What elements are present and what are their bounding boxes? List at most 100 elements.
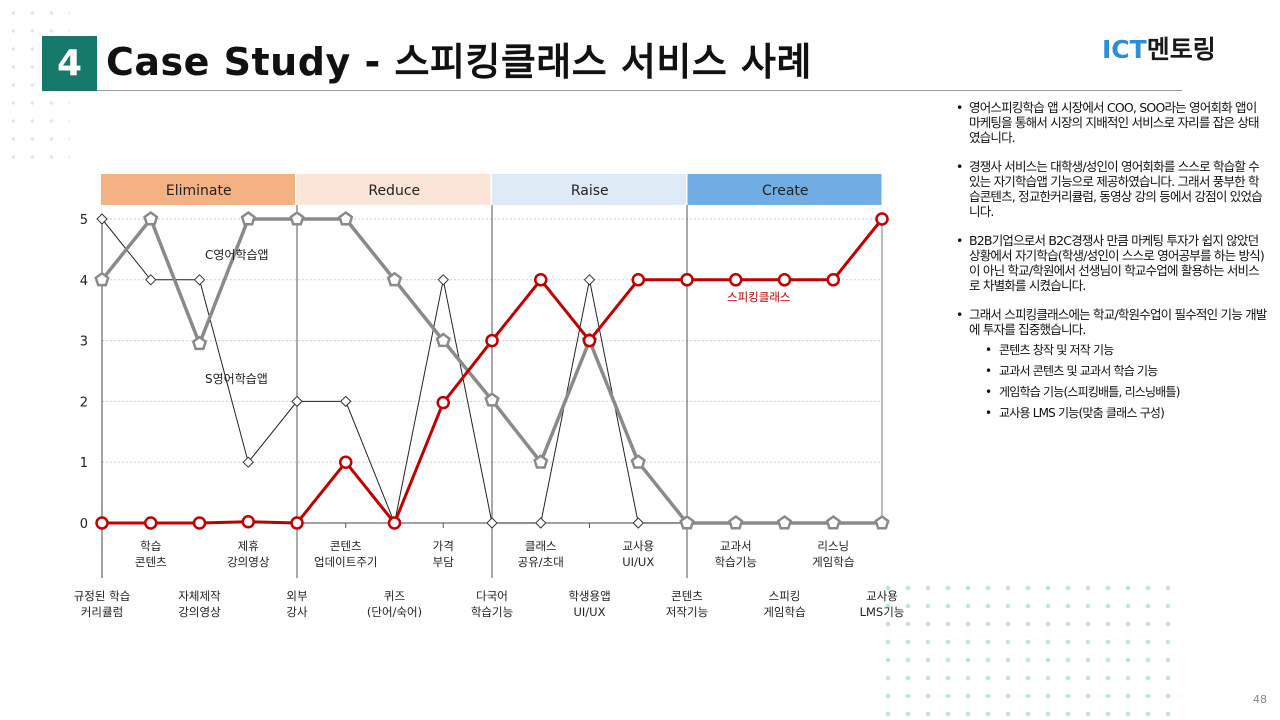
page-title: Case Study - 스피킹클래스 서비스 사례 [106,40,812,84]
x-category-label-line: 콘텐츠 [671,589,703,603]
note-item: 그래서 스피킹클래스에는 학교/학원수업이 필수적인 기능 개발에 투자를 집중… [955,307,1267,421]
ict-mentoring-logo: ICT멘토링 [1102,30,1216,66]
x-category-label-line: 콘텐츠 [135,555,167,569]
speakingclass-series-point [826,273,840,287]
speakingclass-series-point [95,516,109,530]
note-subitem: 게임학습 기능(스피킹배틀, 리스닝배틀) [969,385,1267,400]
speakingclass-series-point [777,273,792,287]
y-tick-label: 3 [80,335,88,350]
speakingclass-series-point [144,516,158,530]
speakingclass-series-point [582,333,597,348]
x-category-label-line: 교사용 [622,539,654,553]
x-category-label: 리스닝 게임학습 [812,539,854,569]
x-category-label-line: 학생용앱 [568,589,610,603]
c-series-point [630,454,646,469]
x-category-label-line: UI/UX [622,555,654,569]
phase-label: Create [762,183,809,199]
s-series-point [632,517,644,529]
s-series-point [437,274,449,286]
s-series-point [535,517,547,529]
phase-bar [492,174,686,205]
note-subitem: 콘텐츠 창작 및 저작 기능 [969,343,1267,358]
x-category-label-line: 자체제작 [178,589,221,603]
x-category-label-line: 스피킹 [769,589,801,603]
s-series-point [486,517,498,529]
x-category-label: 다국어 학습기능 [471,589,513,619]
series-label-speakingclass: 스피킹클래스 [727,290,790,304]
y-tick-label: 2 [80,395,88,410]
y-tick-label: 0 [80,517,88,532]
c-series-point [874,514,890,530]
x-category-label-line: 학습기능 [471,605,513,619]
speakingclass-series-point [729,273,743,287]
x-category-label-line: 업데이트주기 [314,555,377,569]
x-category-label-line: UI/UX [574,605,606,619]
x-category-label-line: LMS기능 [860,605,905,619]
c-series-point [191,335,208,351]
s-series-point [96,213,108,225]
x-category-label-line: 부담 [433,555,455,569]
c-series-point [484,392,500,407]
title-divider [97,90,1182,91]
c-series-point [143,210,159,226]
x-category-label-line: 교과서 [720,539,752,553]
c-series-point [435,332,451,348]
c-series-point [289,210,305,226]
speakingclass-series-point [192,516,207,530]
x-category-label-line: 강사 [286,605,308,619]
s-series-point [193,274,206,286]
s-series-point [291,395,303,408]
c-series-point [728,514,744,530]
speakingclass-series-point [339,455,353,469]
x-category-label-line: 커리큘럼 [81,605,123,619]
c-series-point [338,210,354,226]
c-series-point [776,514,793,530]
speakingclass-series-point [436,395,450,410]
phase-bar [296,174,491,205]
note-subitem: 교과서 콘텐츠 및 교과서 학습 기능 [969,364,1267,379]
note-subitem: 교사용 LMS 기능(맞춤 클래스 구성) [969,406,1267,421]
x-category-label: 학습 콘텐츠 [135,539,167,569]
s-series-point [340,395,352,408]
note-text: 영어스피킹학습 앱 시장에서 COO, SOO라는 영어회화 앱이 마케팅을 통… [969,100,1260,145]
logo-mentoring-text: 멘토링 [1146,35,1216,64]
logo-ict-text: ICT [1102,35,1147,64]
x-category-label: 교사용 LMS기능 [860,589,905,619]
x-category-label: 퀴즈 (단어/숙어) [367,589,422,619]
x-category-label-line: 강의영상 [227,555,270,569]
y-tick-label: 4 [80,274,88,289]
x-category-label-line: 저작기능 [666,605,708,619]
section-number-badge: 4 [42,36,97,91]
c-series-point [94,271,110,287]
note-item: 영어스피킹학습 앱 시장에서 COO, SOO라는 영어회화 앱이 마케팅을 통… [955,100,1267,145]
x-category-label-line: 강의영상 [178,605,221,619]
notes-panel: 영어스피킹학습 앱 시장에서 COO, SOO라는 영어회화 앱이 마케팅을 통… [955,100,1267,435]
x-category-label-line: 게임학습 [763,605,805,619]
x-category-label-line: 가격 [433,539,454,553]
s-series-point [145,274,157,286]
phase-bar [687,174,882,205]
x-category-label-line: 공유/초대 [518,555,564,569]
x-category-label-line: 콘텐츠 [330,539,362,553]
series-label-s: S영어학습앱 [205,372,268,386]
decorative-dots-bottom-right [876,575,1186,720]
note-text: B2B기업으로서 B2C경쟁사 만큼 마케팅 투자가 쉽지 않았던 상황에서 자… [969,233,1265,293]
note-item: 경쟁사 서비스는 대학생/성인이 영어회화를 스스로 학습할 수 있는 자기학습… [955,159,1267,219]
phase-label: Raise [571,183,609,199]
x-category-label-line: 게임학습 [812,555,854,569]
x-category-label: 학생용앱 UI/UX [568,589,610,619]
note-text: 경쟁사 서비스는 대학생/성인이 영어회화를 스스로 학습할 수 있는 자기학습… [969,159,1263,219]
series-label-c: C영어학습앱 [205,248,269,262]
c-series-point [386,271,403,287]
x-category-label-line: 외부 [286,589,307,603]
c-series-point [240,210,256,226]
c-series-point [679,514,695,530]
x-category-label: 클래스 공유/초대 [518,539,564,569]
x-category-label-line: 학습기능 [715,555,757,569]
y-tick-label: 1 [80,456,88,471]
c-series-point [825,514,841,530]
